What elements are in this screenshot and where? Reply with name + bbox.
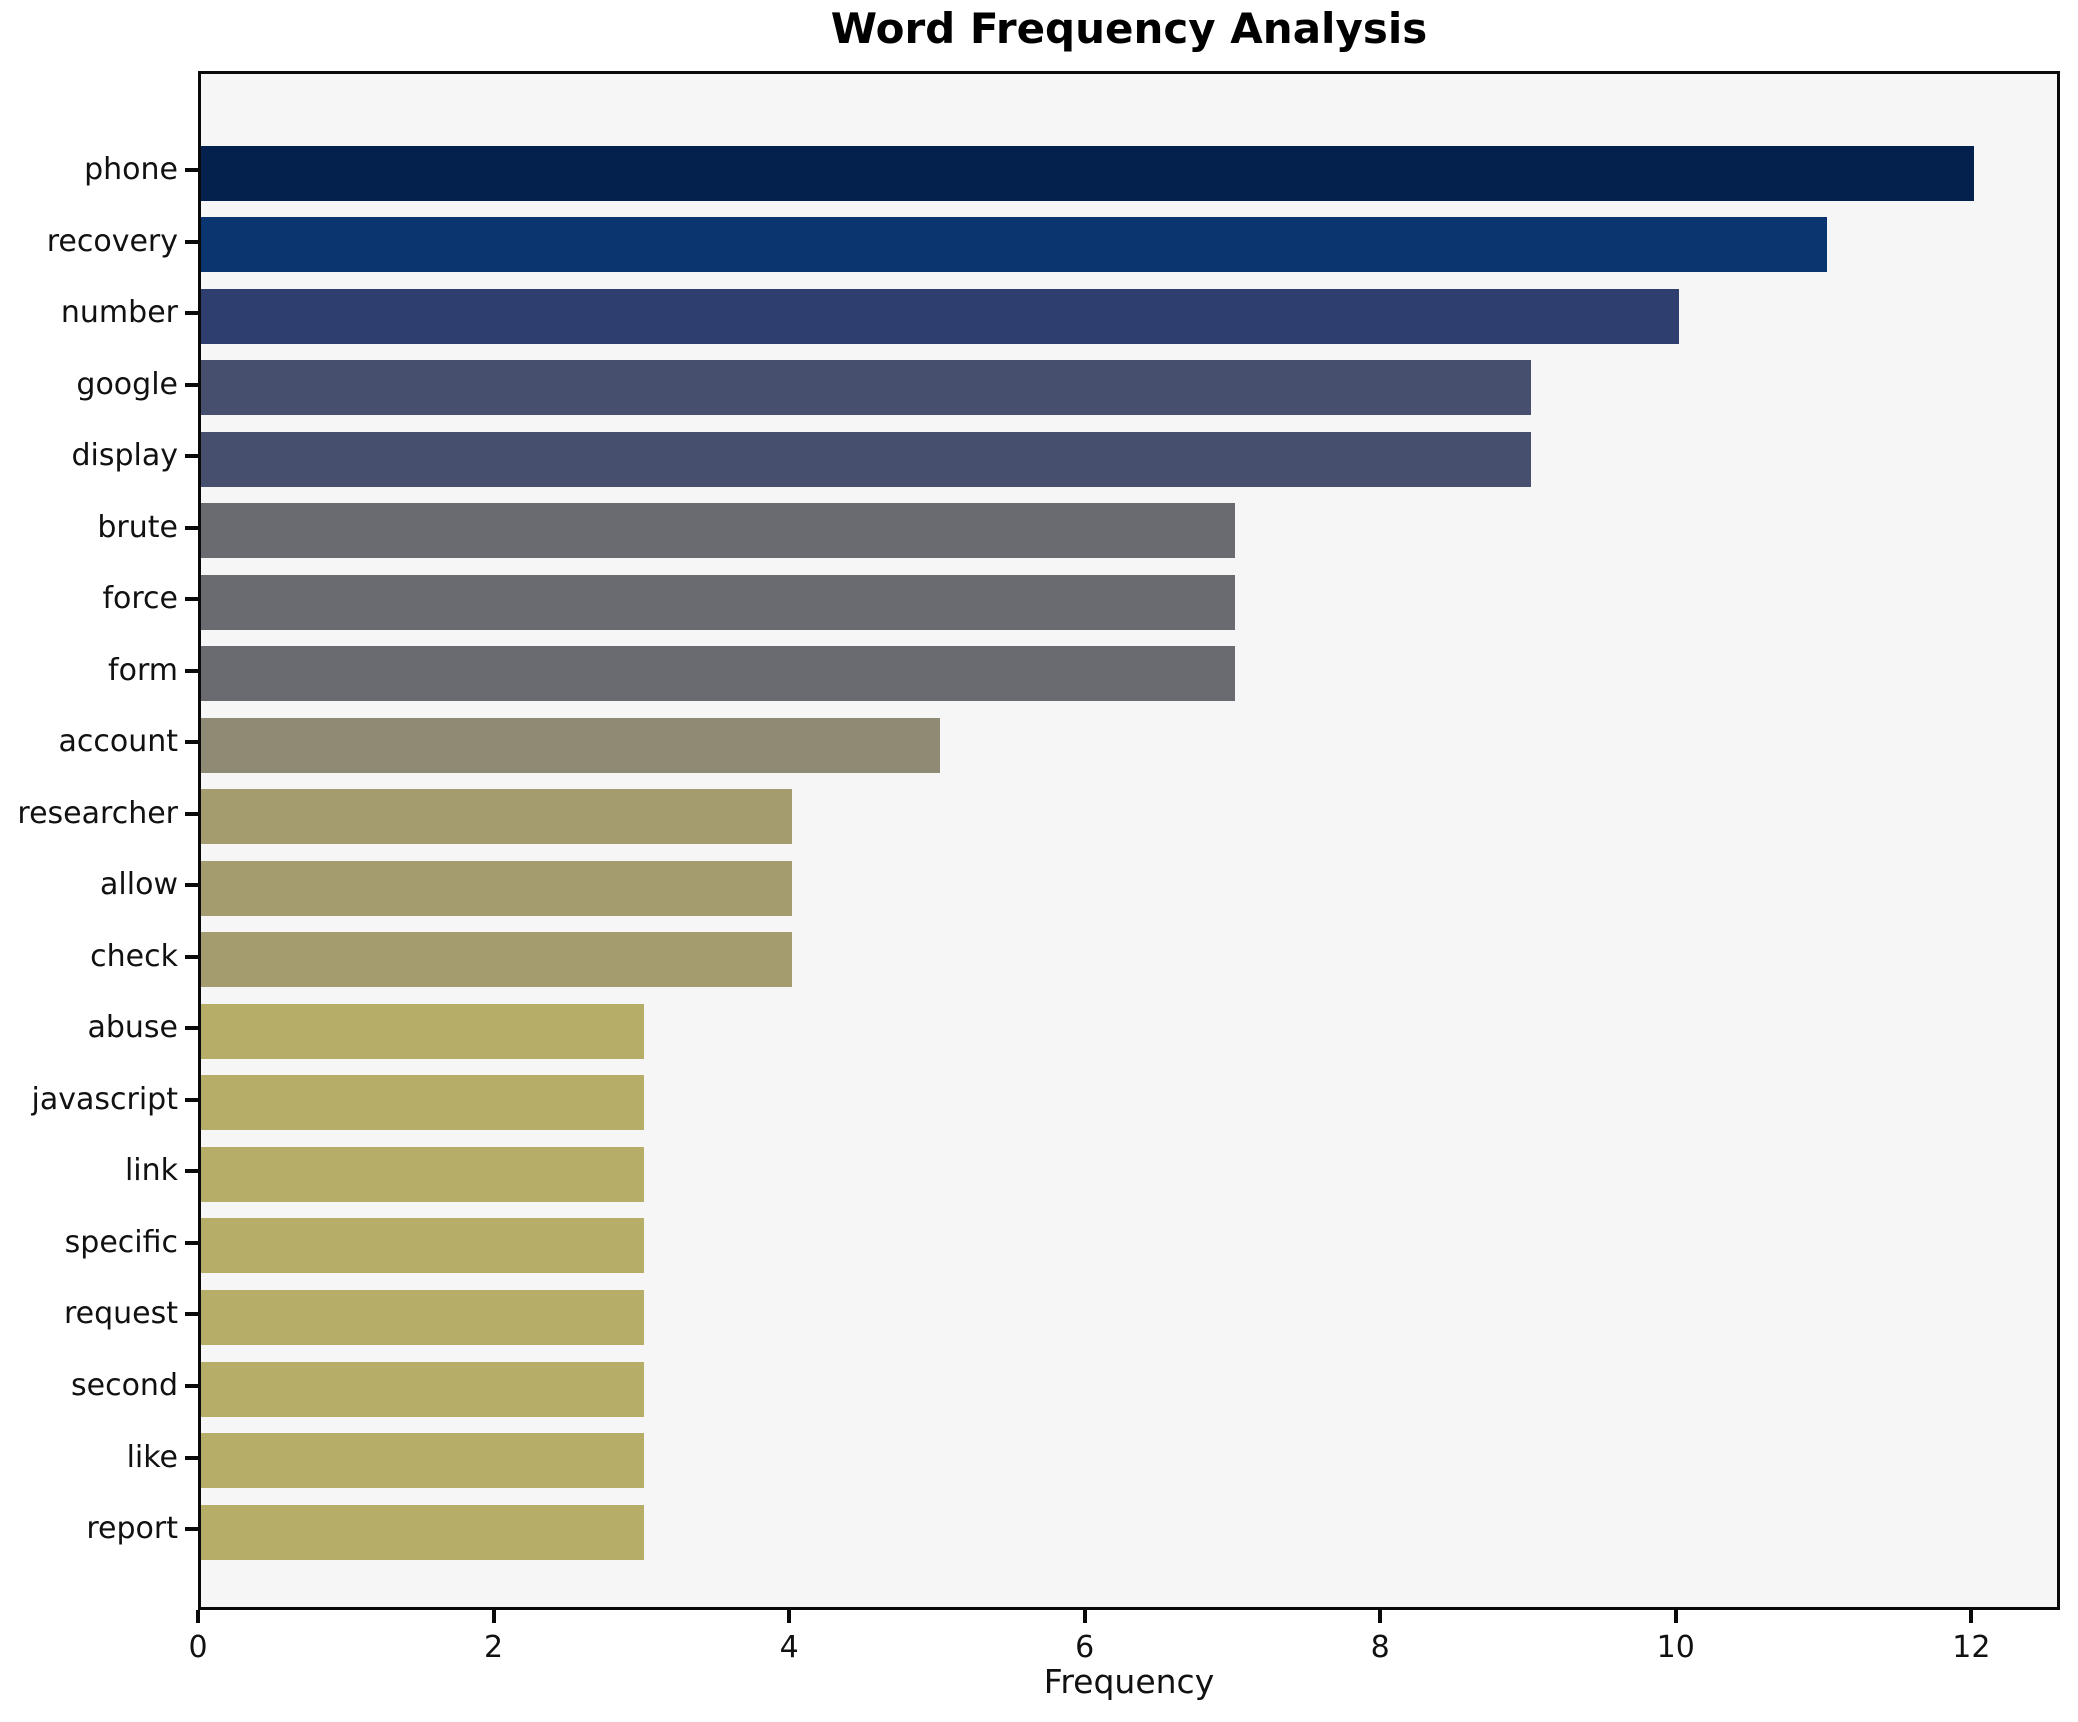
x-tick-mark — [491, 1610, 496, 1623]
bar-force — [201, 574, 1236, 630]
bar-number — [201, 288, 1679, 344]
y-tick-label-check: check — [90, 938, 178, 974]
x-tick-mark — [1969, 1610, 1974, 1623]
y-tick-label-request: request — [63, 1296, 178, 1332]
bar-javascript — [201, 1075, 645, 1131]
y-tick-mark — [185, 1097, 198, 1102]
y-tick-label-like: like — [126, 1439, 178, 1475]
bar-account — [201, 717, 940, 773]
bar-second — [201, 1361, 645, 1417]
y-tick-label-phone: phone — [84, 152, 178, 187]
x-tick-label-8: 8 — [1370, 1630, 1390, 1665]
bar-google — [201, 360, 1531, 416]
y-tick-mark — [185, 525, 198, 530]
y-tick-mark — [185, 811, 198, 816]
x-tick-label-10: 10 — [1656, 1630, 1695, 1665]
y-tick-label-force: force — [102, 581, 178, 617]
y-tick-mark — [185, 1527, 198, 1532]
x-tick-label-2: 2 — [484, 1630, 504, 1665]
y-tick-mark — [185, 1455, 198, 1460]
y-tick-label-form: form — [108, 652, 178, 688]
y-tick-label-recovery: recovery — [46, 223, 178, 259]
y-tick-label-account: account — [58, 724, 178, 760]
x-tick-mark — [1378, 1610, 1383, 1623]
y-tick-label-researcher: researcher — [17, 795, 178, 831]
bar-abuse — [201, 1003, 645, 1059]
bar-researcher — [201, 789, 793, 845]
x-tick-mark — [1673, 1610, 1678, 1623]
bar-specific — [201, 1218, 645, 1274]
x-tick-mark — [787, 1610, 792, 1623]
y-tick-label-number: number — [60, 295, 178, 331]
bar-display — [201, 431, 1531, 487]
x-axis-label: Frequency — [1043, 1662, 1215, 1701]
chart-title: Word Frequency Analysis — [830, 4, 1428, 53]
y-tick-label-link: link — [124, 1153, 178, 1189]
bar-check — [201, 932, 793, 988]
x-tick-mark — [1082, 1610, 1087, 1623]
y-tick-label-specific: specific — [64, 1224, 178, 1260]
y-tick-mark — [185, 668, 198, 673]
bar-form — [201, 646, 1236, 702]
bar-link — [201, 1146, 645, 1202]
y-tick-mark — [185, 1384, 198, 1388]
bar-phone — [201, 145, 1975, 201]
bar-recovery — [201, 217, 1827, 273]
y-tick-label-google: google — [76, 366, 178, 402]
y-tick-mark — [185, 740, 198, 745]
bar-report — [201, 1504, 645, 1560]
y-tick-label-allow: allow — [100, 867, 178, 903]
y-tick-mark — [185, 883, 198, 888]
y-tick-mark — [185, 311, 198, 316]
y-tick-mark — [185, 454, 198, 459]
y-tick-mark — [185, 1312, 198, 1317]
bar-request — [201, 1289, 645, 1345]
y-tick-label-report: report — [86, 1511, 178, 1547]
y-tick-mark — [185, 1240, 198, 1245]
y-tick-mark — [185, 382, 198, 387]
y-tick-label-abuse: abuse — [87, 1010, 178, 1046]
bar-brute — [201, 503, 1236, 559]
x-tick-label-12: 12 — [1952, 1630, 1991, 1665]
y-tick-mark — [185, 239, 198, 244]
x-tick-label-0: 0 — [188, 1630, 208, 1665]
x-tick-mark — [196, 1610, 200, 1623]
y-tick-mark — [185, 1169, 198, 1174]
plot-area — [198, 71, 2060, 1610]
y-tick-label-javascript: javascript — [31, 1081, 178, 1117]
x-tick-label-4: 4 — [779, 1630, 799, 1665]
y-tick-label-second: second — [71, 1368, 178, 1403]
y-tick-mark — [185, 954, 198, 959]
y-tick-mark — [185, 1026, 198, 1031]
y-tick-mark — [185, 168, 198, 172]
bar-like — [201, 1433, 645, 1489]
y-tick-label-display: display — [71, 438, 178, 474]
y-tick-mark — [185, 597, 198, 602]
bar-allow — [201, 860, 793, 916]
x-tick-label-6: 6 — [1075, 1630, 1095, 1665]
y-tick-label-brute: brute — [97, 509, 178, 545]
